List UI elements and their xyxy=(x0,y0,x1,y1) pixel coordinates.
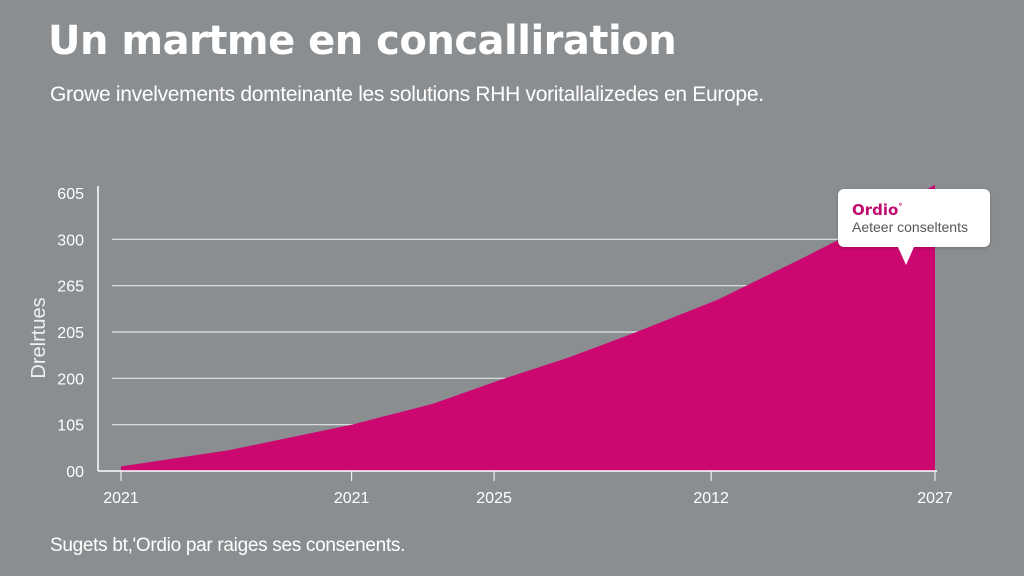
y-tick-labels: 00 105 200 205 265 300 605 xyxy=(57,186,84,481)
x-tick-label: 2025 xyxy=(476,490,512,507)
annotation-tooltip: Ordio° Aeteer conseltents xyxy=(838,189,990,265)
chart-footnote: Sugets bt,'Ordio par raiges ses consenen… xyxy=(50,535,406,556)
y-tick-label: 200 xyxy=(57,371,84,388)
y-axis-label: Drelrtues xyxy=(28,297,50,378)
x-tick-label: 2021 xyxy=(103,490,139,507)
x-tick-label: 2021 xyxy=(334,490,370,507)
y-tick-label: 105 xyxy=(57,418,84,435)
x-tick-label: 2027 xyxy=(917,490,953,507)
x-tick-label: 2012 xyxy=(693,490,729,507)
y-tick-label: 605 xyxy=(57,186,84,203)
y-tick-label: 300 xyxy=(57,232,84,249)
axes xyxy=(97,186,937,481)
chart-title: Un martme en concalliration xyxy=(48,18,677,64)
y-tick-label: 265 xyxy=(57,279,84,296)
annotation-brand: Ordio° xyxy=(852,201,903,219)
y-tick-label: 205 xyxy=(57,325,84,342)
area-series xyxy=(121,184,935,471)
y-tick-label: 00 xyxy=(66,464,84,481)
x-tick-labels: 2021 2021 2025 2012 2027 xyxy=(103,490,953,507)
annotation-text: Aeteer conseltents xyxy=(852,219,968,235)
chart-subtitle: Growe invelvements domteinante les solut… xyxy=(50,83,764,106)
